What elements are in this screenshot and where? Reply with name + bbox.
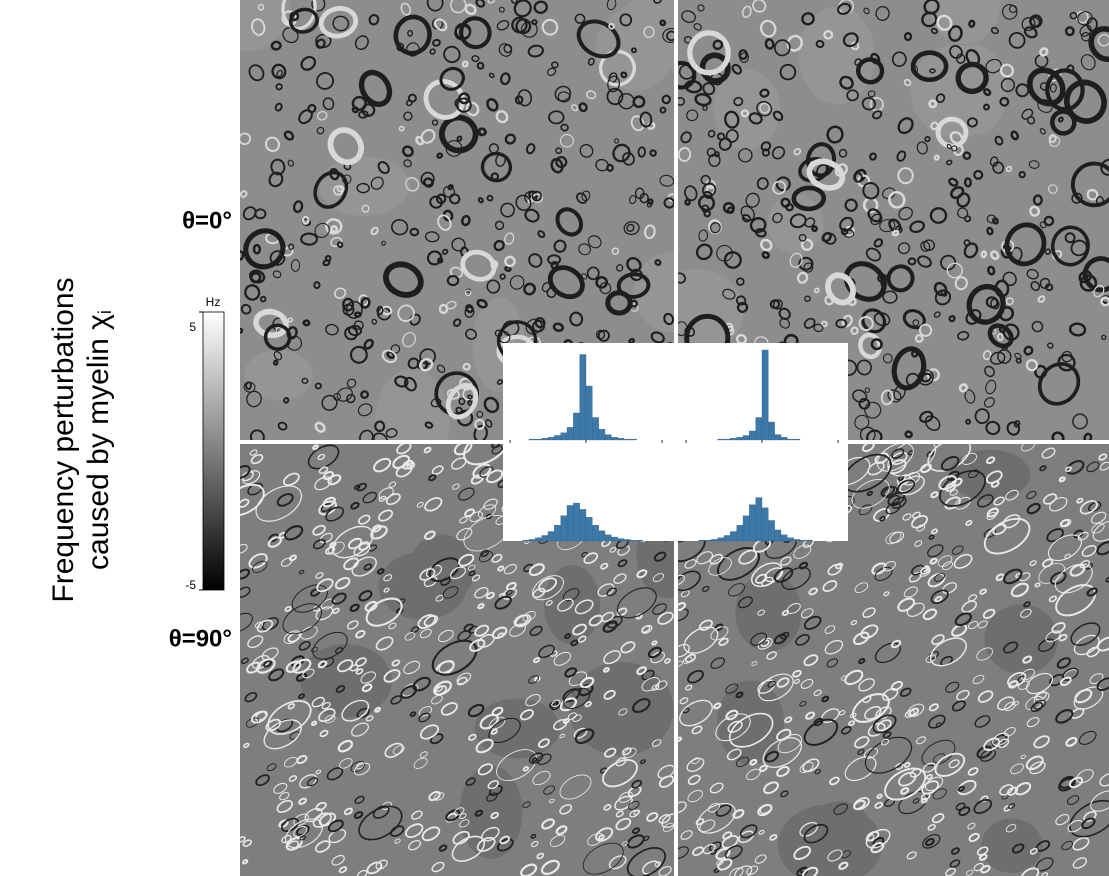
colorbar [203, 312, 224, 590]
histogram-bar [567, 427, 573, 440]
histogram-bar [561, 433, 567, 440]
y-label-line: caused by myelin χi [82, 310, 115, 570]
histogram-bar [554, 525, 560, 541]
histogram-bar [624, 539, 630, 541]
histogram-bar [787, 538, 793, 541]
histogram-bar [724, 535, 730, 541]
page: {"figure": {"ylabel_lines": ["Frequency … [0, 0, 1109, 876]
histogram-bar [756, 498, 762, 541]
row-label: θ=90° [169, 625, 232, 652]
histogram-bar [586, 386, 592, 440]
histogram-bar [611, 437, 617, 440]
blank-region [799, 6, 875, 104]
histogram-bar [592, 525, 598, 541]
histogram-bar [535, 538, 541, 541]
histogram-bar [630, 439, 636, 440]
y-label-line: Frequency perturbations [47, 277, 80, 602]
histogram-bar [592, 418, 598, 441]
blank-region [378, 552, 466, 620]
histogram-bar [711, 539, 717, 541]
histogram-bar [724, 439, 730, 440]
histogram-bar [529, 539, 535, 541]
histogram-bar [599, 429, 605, 440]
histogram-bar [756, 418, 762, 441]
histogram-bar [637, 540, 643, 541]
histogram-bar [611, 537, 617, 541]
histogram-bar [730, 532, 736, 541]
histogram-bar [542, 438, 548, 440]
histogram-bar [567, 505, 573, 541]
histogram-bar [794, 439, 800, 440]
histogram-bar [737, 437, 743, 440]
histogram-bar [737, 525, 743, 541]
histogram-bar [762, 350, 768, 440]
histogram-bar [618, 539, 624, 541]
histogram-bar [718, 538, 724, 541]
histogram-bar [743, 436, 749, 441]
histogram-bar [529, 439, 535, 440]
row-label: θ=0° [182, 207, 232, 234]
y-label-text: caused by myelin χ [82, 314, 115, 570]
histogram-bar [554, 436, 560, 441]
histogram-bar [605, 535, 611, 541]
histogram-bar [573, 413, 579, 440]
histogram-bar [573, 503, 579, 541]
colorbar-tick-label: -5 [185, 578, 196, 592]
histogram-bar [781, 535, 787, 541]
histogram-bar [580, 509, 586, 541]
histogram-bar [749, 505, 755, 541]
blank-region [244, 350, 313, 400]
histogram-bar [718, 439, 724, 440]
histogram-bar [586, 517, 592, 541]
colorbar-tick-label: 5 [189, 320, 196, 334]
histogram-bar [548, 437, 554, 440]
histogram-bar [800, 540, 806, 541]
histogram-bar [605, 435, 611, 440]
histogram-bar [705, 540, 711, 541]
histogram-bar [618, 438, 624, 440]
histogram-bar [781, 437, 787, 440]
colorbar-unit: Hz [206, 295, 221, 309]
divider [674, 0, 678, 876]
histogram-bar [768, 422, 774, 440]
y-label-sub: i [95, 310, 115, 314]
figure: Frequency perturbations caused by myelin… [0, 0, 1109, 876]
histogram-bar [535, 439, 541, 440]
histogram-bar [768, 520, 774, 541]
histogram-bar [794, 539, 800, 541]
histogram-bar [542, 535, 548, 541]
histogram-bar [743, 516, 749, 541]
histogram-bar [561, 516, 567, 541]
histogram-bar [548, 532, 554, 541]
blank-region [981, 818, 1042, 873]
histogram-bar [730, 438, 736, 440]
histogram-bar [762, 508, 768, 541]
histogram-bar [787, 439, 793, 440]
histogram-bar [630, 540, 636, 541]
histogram-bar [699, 540, 705, 541]
divider [240, 440, 1109, 444]
histogram-bar [749, 431, 755, 440]
histogram-bar [624, 439, 630, 440]
histogram-bar [806, 540, 812, 541]
histogram-bar [580, 355, 586, 441]
histogram-bar [775, 435, 781, 440]
histogram-bar [523, 540, 529, 541]
histogram-bar [599, 531, 605, 541]
histogram-bar [775, 530, 781, 541]
